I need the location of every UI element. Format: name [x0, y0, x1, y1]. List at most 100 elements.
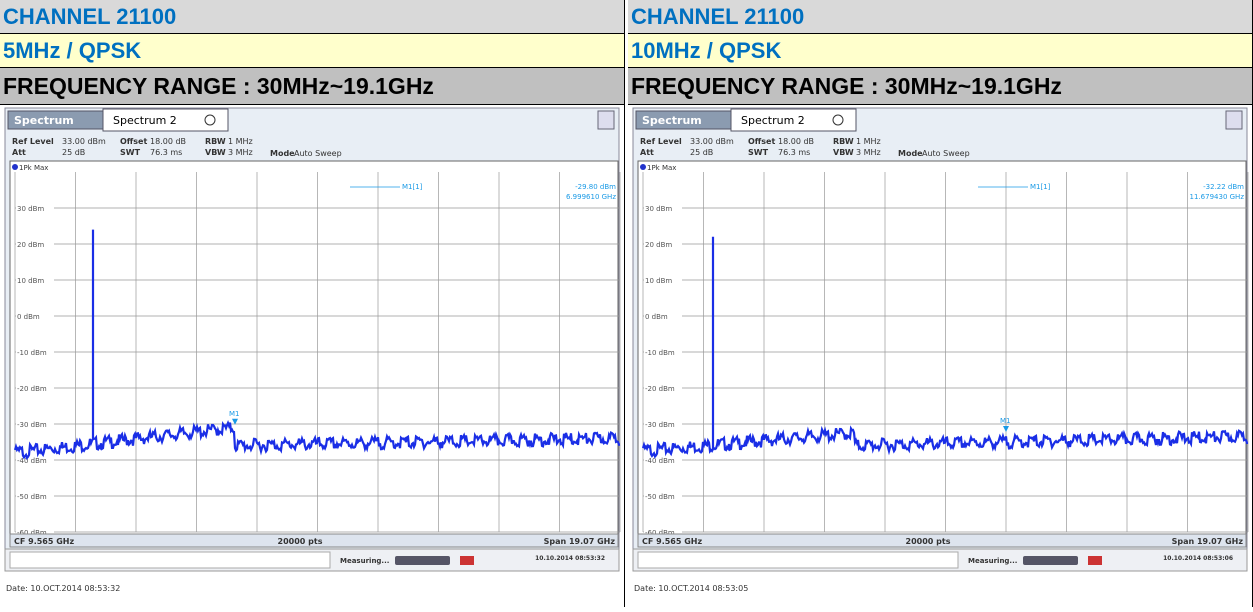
- marker-tag: M1: [229, 410, 240, 418]
- menu-icon: [1225, 110, 1243, 130]
- trace: [13, 229, 621, 461]
- channel: CHANNEL 21100: [0, 0, 624, 34]
- marker-name: M1[1]: [1030, 183, 1051, 191]
- label-bg: [644, 239, 682, 249]
- tab-active: [102, 108, 229, 132]
- label-bg: [644, 203, 682, 213]
- y-label: -40 dBm: [17, 457, 47, 465]
- y-label: -10 dBm: [645, 349, 675, 357]
- label-bg: [16, 491, 54, 501]
- value: 3 MHz: [856, 148, 881, 157]
- label-bg: [644, 383, 682, 393]
- y-label: 30 dBm: [17, 205, 44, 213]
- marker-level: -32.22 dBm: [1203, 183, 1244, 191]
- frequency-range: FREQUENCY RANGE : 30MHz~19.1GHz: [628, 68, 1252, 105]
- y-label: 20 dBm: [645, 241, 672, 249]
- y-label: 0 dBm: [645, 313, 668, 321]
- label-bg: [16, 203, 54, 213]
- y-label: -20 dBm: [645, 385, 675, 393]
- label: VBW: [205, 148, 226, 157]
- value: 3 MHz: [228, 148, 253, 157]
- y-label: 20 dBm: [17, 241, 44, 249]
- label: Att: [640, 148, 654, 157]
- trace-dot: [640, 164, 646, 170]
- label-bg: [16, 275, 54, 285]
- value: 76.3 ms: [778, 148, 810, 157]
- trace: [641, 236, 1249, 459]
- label-bg: [644, 311, 682, 321]
- analyzer-view: Spectrum Spectrum 2 Ref Level 33.00 dBm Offs…: [632, 107, 1249, 593]
- value: Auto Sweep: [922, 149, 970, 158]
- close-icon: [204, 114, 216, 126]
- panel: CHANNEL 21100 5MHz / QPSK FREQUENCY RANGE …: [0, 0, 625, 607]
- trace-label: 1Pk Max: [647, 164, 676, 172]
- marker-freq: 6.999610 GHz: [566, 193, 616, 201]
- trace-label: 1Pk Max: [19, 164, 48, 172]
- center-freq: CF 9.565 GHz: [642, 537, 702, 546]
- label-bg: [644, 419, 682, 429]
- label: SWT: [120, 148, 141, 157]
- analyzer-screenshot: Spectrum Spectrum 2 Ref Level 33.00 dBm Offs…: [0, 105, 624, 607]
- label: VBW: [833, 148, 854, 157]
- analyzer-view: Spectrum Spectrum 2 Ref Level 33.00 dBm Offs…: [4, 107, 621, 593]
- y-label: -50 dBm: [645, 493, 675, 501]
- y-label: 10 dBm: [17, 277, 44, 285]
- label-bg: [16, 311, 54, 321]
- progress: [395, 556, 450, 565]
- value: 25 dB: [690, 148, 713, 157]
- label-bg: [16, 383, 54, 393]
- marker: [1003, 426, 1009, 432]
- label-bg: [16, 455, 54, 465]
- y-label: -60 dBm: [645, 529, 675, 537]
- marker-level: -29.80 dBm: [575, 183, 616, 191]
- footer-bar: [637, 533, 1247, 548]
- value: 33.00 dBm: [690, 137, 734, 146]
- timestamp: 10.10.2014 08:53:32: [535, 555, 605, 562]
- label-bg: [644, 347, 682, 357]
- label-bg: [644, 527, 682, 537]
- y-label: 30 dBm: [645, 205, 672, 213]
- indicator: [460, 556, 474, 565]
- analyzer-screenshot: Spectrum Spectrum 2 Ref Level 33.00 dBm Offs…: [628, 105, 1252, 607]
- center-freq: CF 9.565 GHz: [14, 537, 74, 546]
- label: Offset: [120, 137, 147, 146]
- y-label: 10 dBm: [645, 277, 672, 285]
- progress: [1023, 556, 1078, 565]
- tab-label: Spectrum 2: [741, 114, 805, 127]
- status: Measuring...: [968, 557, 1017, 565]
- label: RBW: [205, 137, 226, 146]
- label-bg: [16, 527, 54, 537]
- marker-tag: M1: [1000, 417, 1011, 425]
- label-bg: [16, 419, 54, 429]
- value: 18.00 dB: [778, 137, 814, 146]
- label: Ref Level: [640, 137, 682, 146]
- y-label: 0 dBm: [17, 313, 40, 321]
- value: 1 MHz: [228, 137, 253, 146]
- menu-icon: [597, 110, 615, 130]
- marker-freq: 11.679430 GHz: [1190, 193, 1245, 201]
- trace-dot: [12, 164, 18, 170]
- footer-bar: [9, 533, 619, 548]
- y-label: -60 dBm: [17, 529, 47, 537]
- label: Ref Level: [12, 137, 54, 146]
- value: 25 dB: [62, 148, 85, 157]
- label-bg: [16, 239, 54, 249]
- value: 76.3 ms: [150, 148, 182, 157]
- tab-label: Spectrum: [642, 114, 702, 127]
- y-label: -30 dBm: [17, 421, 47, 429]
- status-box: [637, 551, 959, 569]
- value: 1 MHz: [856, 137, 881, 146]
- label-bg: [644, 455, 682, 465]
- label: Mode: [270, 149, 295, 158]
- points: 20000 pts: [906, 537, 951, 546]
- y-label: -20 dBm: [17, 385, 47, 393]
- date: Date: 10.OCT.2014 08:53:05: [634, 584, 748, 593]
- value: 33.00 dBm: [62, 137, 106, 146]
- label-bg: [644, 491, 682, 501]
- status-box: [9, 551, 331, 569]
- tab-active: [730, 108, 857, 132]
- label: Att: [12, 148, 26, 157]
- plot-bg: [9, 160, 619, 542]
- marker: [232, 418, 238, 425]
